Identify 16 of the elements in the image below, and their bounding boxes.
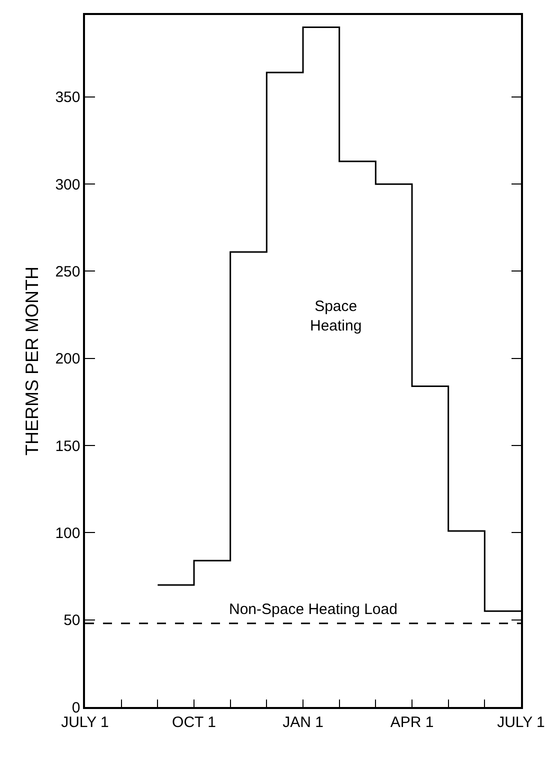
x-tick-label: OCT 1 bbox=[172, 714, 216, 731]
ref-line-label: Non-Space Heating Load bbox=[229, 601, 398, 618]
y-axis-title: THERMS PER MONTH bbox=[22, 266, 42, 456]
x-tick-label: JULY 1 bbox=[497, 714, 545, 731]
y-tick-label: 300 bbox=[55, 176, 80, 194]
y-tick-label: 0 bbox=[72, 699, 80, 716]
x-tick-label: APR 1 bbox=[390, 714, 434, 731]
annotation: Space Heating bbox=[310, 298, 362, 334]
y-tick-label: 50 bbox=[64, 612, 80, 630]
y-tick-label: 350 bbox=[55, 89, 80, 106]
x-tick-label: JAN 1 bbox=[282, 714, 324, 731]
y-tick-label: 100 bbox=[55, 524, 80, 542]
y-tick-label: 200 bbox=[55, 350, 80, 368]
y-tick-label: 150 bbox=[55, 438, 80, 455]
x-tick-label: JULY 1 bbox=[61, 714, 109, 731]
y-tick-label: 250 bbox=[55, 263, 80, 280]
